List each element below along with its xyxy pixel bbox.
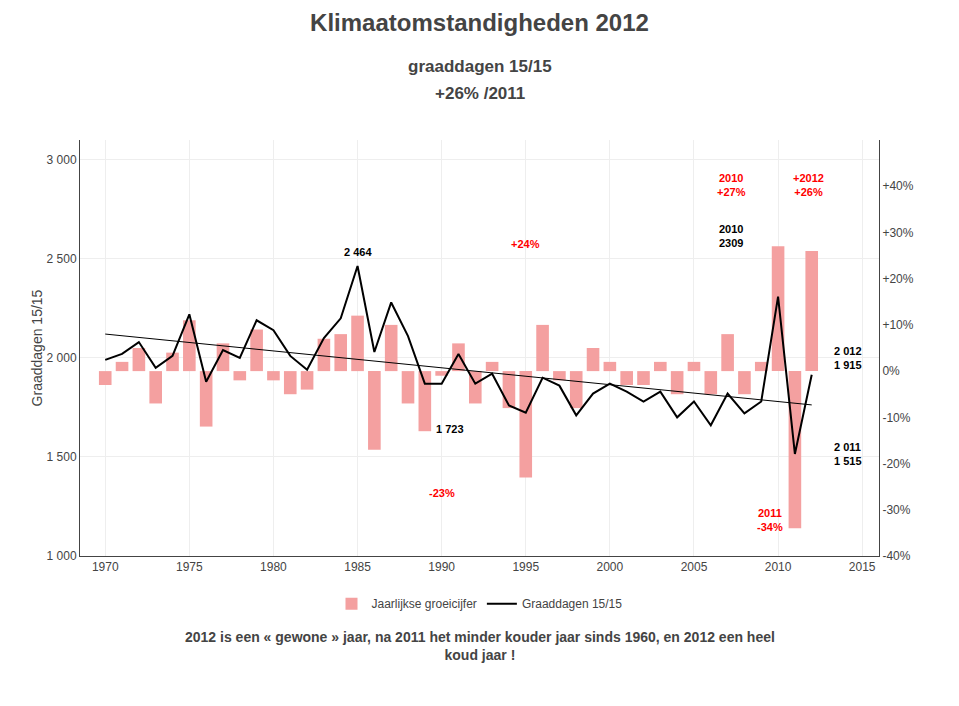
svg-text:1 000: 1 000 bbox=[47, 549, 77, 563]
svg-text:Graaddagen 15/15: Graaddagen 15/15 bbox=[522, 597, 622, 611]
svg-text:1995: 1995 bbox=[512, 560, 539, 574]
svg-text:2 0111 515: 2 0111 515 bbox=[834, 441, 862, 467]
svg-text:+40%: +40% bbox=[882, 179, 913, 193]
svg-text:0%: 0% bbox=[882, 364, 900, 378]
svg-text:1985: 1985 bbox=[344, 560, 371, 574]
svg-text:1 723: 1 723 bbox=[436, 423, 464, 435]
svg-text:3 000: 3 000 bbox=[47, 153, 77, 167]
svg-text:2 464: 2 464 bbox=[344, 246, 372, 258]
svg-text:+26% /2011: +26% /2011 bbox=[435, 84, 525, 103]
svg-text:1990: 1990 bbox=[428, 560, 455, 574]
svg-text:1975: 1975 bbox=[176, 560, 203, 574]
svg-text:Graaddagen 15/15: Graaddagen 15/15 bbox=[29, 289, 45, 406]
svg-text:1970: 1970 bbox=[92, 560, 119, 574]
svg-text:1980: 1980 bbox=[260, 560, 287, 574]
svg-text:-30%: -30% bbox=[882, 503, 910, 517]
svg-text:2 000: 2 000 bbox=[47, 351, 77, 365]
svg-text:20102309: 20102309 bbox=[719, 223, 743, 249]
svg-text:2015: 2015 bbox=[849, 560, 876, 574]
svg-text:graaddagen 15/15: graaddagen 15/15 bbox=[408, 57, 552, 76]
svg-text:2 0121 915: 2 0121 915 bbox=[834, 345, 862, 371]
svg-text:2012 is een « gewone » jaar, n: 2012 is een « gewone » jaar, na 2011 het… bbox=[185, 629, 775, 663]
svg-text:-10%: -10% bbox=[882, 411, 910, 425]
svg-text:+2012+26%: +2012+26% bbox=[793, 172, 824, 198]
svg-text:+30%: +30% bbox=[882, 226, 913, 240]
svg-text:2011-34%: 2011-34% bbox=[757, 507, 783, 533]
svg-text:+20%: +20% bbox=[882, 272, 913, 286]
svg-text:2010: 2010 bbox=[765, 560, 792, 574]
svg-text:+24%: +24% bbox=[511, 238, 540, 250]
svg-text:Jaarlijkse groeicijfer: Jaarlijkse groeicijfer bbox=[372, 597, 477, 611]
svg-text:-23%: -23% bbox=[429, 487, 455, 499]
svg-text:1 500: 1 500 bbox=[47, 450, 77, 464]
svg-text:2010+27%: 2010+27% bbox=[717, 172, 746, 198]
svg-text:-40%: -40% bbox=[882, 549, 910, 563]
svg-text:2000: 2000 bbox=[597, 560, 624, 574]
svg-text:2 500: 2 500 bbox=[47, 252, 77, 266]
svg-text:Klimaatomstandigheden 2012: Klimaatomstandigheden 2012 bbox=[310, 9, 649, 36]
svg-text:-20%: -20% bbox=[882, 457, 910, 471]
svg-text:+10%: +10% bbox=[882, 318, 913, 332]
svg-text:2005: 2005 bbox=[681, 560, 708, 574]
